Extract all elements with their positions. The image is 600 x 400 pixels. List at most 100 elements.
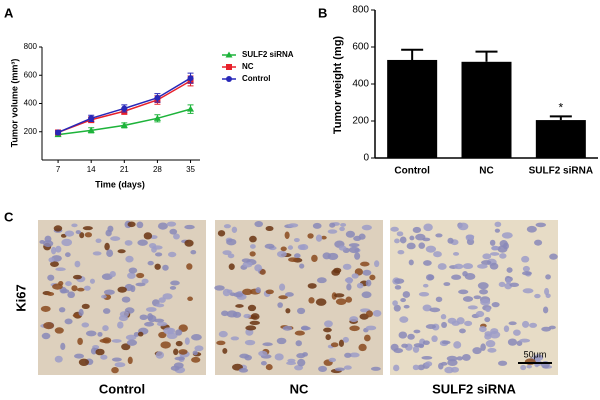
nucleus — [106, 249, 114, 257]
nucleus — [187, 296, 193, 302]
nucleus — [549, 253, 558, 260]
nucleus — [437, 263, 447, 270]
panel-label: B — [318, 5, 327, 20]
nucleus — [403, 304, 410, 309]
nucleus — [81, 322, 90, 328]
nucleus — [369, 274, 376, 281]
bar — [461, 61, 512, 158]
nucleus — [400, 298, 406, 303]
nucleus — [344, 352, 352, 358]
nucleus — [191, 356, 201, 363]
nucleus — [139, 314, 148, 321]
nucleus — [440, 361, 448, 366]
nucleus — [299, 263, 305, 269]
nucleus — [423, 223, 433, 232]
nucleus — [343, 365, 352, 370]
nucleus — [54, 327, 64, 334]
nucleus — [47, 274, 55, 281]
nucleus — [280, 246, 287, 252]
nucleus — [265, 289, 274, 295]
nucleus — [145, 307, 157, 312]
nucleus — [521, 320, 530, 328]
nucleus — [40, 305, 51, 312]
nucleus — [472, 347, 482, 355]
nucleus — [394, 238, 400, 244]
nucleus — [453, 341, 462, 349]
x-tick-label: Control — [394, 166, 430, 177]
nucleus — [464, 320, 473, 327]
nucleus — [412, 364, 420, 371]
nucleus — [399, 316, 409, 323]
nucleus — [141, 278, 149, 284]
nucleus — [111, 339, 122, 343]
nucleus — [78, 308, 84, 317]
nucleus — [311, 254, 318, 263]
nucleus — [293, 237, 300, 243]
nucleus — [323, 327, 332, 333]
nucleus — [451, 274, 462, 280]
nucleus — [109, 271, 116, 278]
marker — [187, 75, 194, 82]
nucleus — [249, 235, 257, 243]
nucleus — [295, 340, 302, 347]
nucleus — [481, 260, 492, 265]
nucleus — [394, 285, 402, 290]
nucleus — [101, 294, 107, 299]
y-tick-label: 200 — [24, 127, 38, 136]
nucleus — [254, 264, 263, 272]
nucleus — [166, 221, 177, 227]
column-label: SULF2 siRNA — [432, 381, 516, 396]
legend-label: NC — [242, 62, 254, 71]
nucleus — [425, 274, 434, 281]
nucleus — [264, 243, 275, 249]
nucleus — [329, 222, 336, 228]
nucleus — [117, 286, 127, 293]
nucleus — [156, 321, 168, 327]
error-bar — [549, 115, 572, 121]
nucleus — [354, 252, 361, 260]
nucleus — [190, 250, 197, 255]
nucleus — [407, 333, 415, 340]
nucleus — [322, 252, 331, 260]
nucleus — [315, 234, 323, 242]
nucleus — [75, 230, 81, 235]
nucleus — [282, 325, 293, 331]
nucleus — [170, 280, 180, 286]
annotation: * — [558, 101, 563, 115]
y-tick-label: 800 — [24, 42, 38, 51]
marker — [154, 94, 161, 101]
nucleus — [184, 337, 190, 345]
nucleus — [158, 297, 166, 303]
nucleus — [545, 293, 551, 299]
legend-label: Control — [242, 74, 270, 83]
nucleus — [250, 313, 260, 320]
nucleus — [335, 298, 347, 305]
nucleus — [127, 272, 136, 279]
nucleus — [464, 273, 476, 280]
nucleus — [58, 307, 66, 313]
legend-marker — [226, 64, 232, 70]
legend-label: SULF2 siRNA — [242, 50, 294, 59]
nucleus — [128, 267, 138, 274]
nucleus — [110, 236, 121, 241]
nucleus — [312, 222, 322, 229]
nucleus — [64, 318, 73, 325]
nucleus — [456, 317, 465, 325]
nucleus — [412, 345, 420, 353]
nucleus — [294, 253, 301, 259]
nucleus — [175, 329, 183, 336]
nucleus — [399, 236, 407, 244]
x-tick-label: SULF2 siRNA — [529, 166, 593, 177]
nucleus — [100, 354, 108, 360]
nucleus — [390, 226, 399, 232]
nucleus — [48, 257, 55, 263]
nucleus — [170, 365, 180, 371]
nucleus — [358, 233, 366, 240]
nucleus — [184, 224, 195, 230]
nucleus — [408, 259, 414, 266]
legend-marker — [226, 76, 232, 82]
nucleus — [184, 239, 194, 247]
nucleus — [249, 251, 256, 257]
nucleus — [499, 240, 508, 248]
nucleus — [239, 353, 250, 359]
